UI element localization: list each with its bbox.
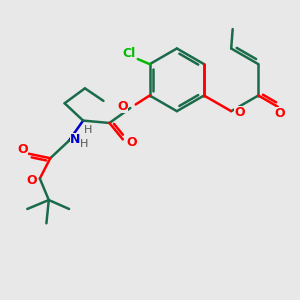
- Text: O: O: [118, 100, 128, 113]
- Text: O: O: [234, 106, 245, 119]
- Text: O: O: [17, 143, 28, 156]
- Text: O: O: [126, 136, 136, 149]
- Text: N: N: [70, 133, 81, 146]
- Text: O: O: [274, 107, 284, 120]
- Text: H: H: [80, 139, 88, 149]
- Text: Cl: Cl: [122, 47, 135, 60]
- Text: O: O: [26, 173, 37, 187]
- Text: H: H: [84, 125, 93, 135]
